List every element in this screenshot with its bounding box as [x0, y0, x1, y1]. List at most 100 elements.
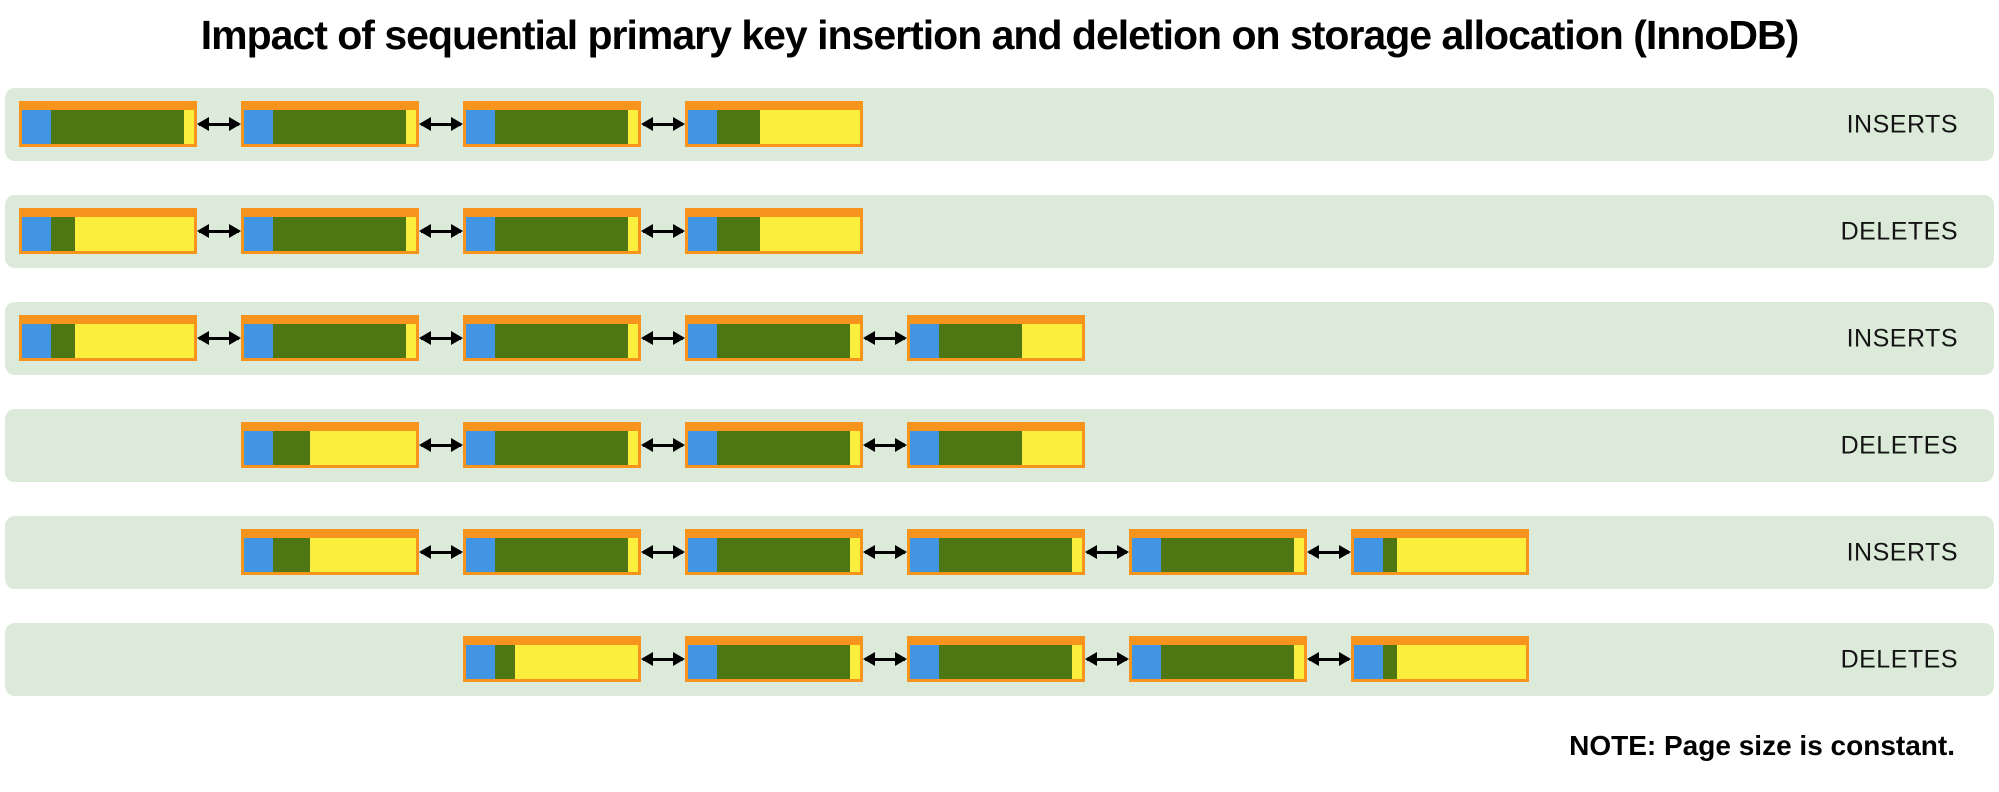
- innodb-page: [463, 101, 641, 147]
- used-space-block: [939, 324, 1022, 358]
- page-header-block: [22, 324, 51, 358]
- page-body: [1383, 645, 1526, 679]
- page-body: [939, 431, 1082, 465]
- page-header-block: [466, 324, 495, 358]
- diagram-rows: INSERTS DELETES INSERTS DELETES INSERTS DELET…: [0, 88, 1999, 696]
- innodb-page: [907, 422, 1085, 468]
- page-link-arrow: [641, 545, 685, 559]
- page-header-block: [688, 324, 717, 358]
- used-space-block: [495, 645, 516, 679]
- innodb-page: [907, 636, 1085, 682]
- free-space-block: [515, 645, 638, 679]
- page-link-arrow: [1085, 545, 1129, 559]
- free-space-block: [75, 324, 194, 358]
- used-space-block: [1383, 645, 1398, 679]
- page-link-arrow: [419, 438, 463, 452]
- free-space-block: [849, 645, 860, 679]
- free-space-block: [1021, 324, 1082, 358]
- page-body: [495, 538, 638, 572]
- page-link-arrow: [419, 545, 463, 559]
- free-space-block: [1293, 645, 1304, 679]
- page-link-arrow: [641, 331, 685, 345]
- free-space-block: [1021, 431, 1082, 465]
- page-link-arrow: [863, 438, 907, 452]
- used-space-block: [717, 538, 850, 572]
- page-header-block: [244, 538, 273, 572]
- page-header-block: [910, 431, 939, 465]
- footnote: NOTE: Page size is constant.: [1569, 730, 1955, 761]
- page-link-arrow: [863, 545, 907, 559]
- page-header-block: [466, 645, 495, 679]
- page-body: [1161, 645, 1304, 679]
- page-header-block: [244, 110, 273, 144]
- free-space-block: [405, 324, 416, 358]
- innodb-page: [685, 636, 863, 682]
- page-link-arrow: [1085, 652, 1129, 666]
- used-space-block: [939, 538, 1072, 572]
- page-header-block: [244, 324, 273, 358]
- free-space-block: [849, 538, 860, 572]
- page-body: [717, 538, 860, 572]
- page-body: [1383, 538, 1526, 572]
- free-space-block: [1071, 645, 1082, 679]
- page-link-arrow: [419, 331, 463, 345]
- free-space-block: [627, 431, 638, 465]
- used-space-block: [717, 431, 850, 465]
- free-space-block: [75, 217, 194, 251]
- page-link-arrow: [1307, 545, 1351, 559]
- page-body: [273, 431, 416, 465]
- page-body: [495, 324, 638, 358]
- free-space-block: [849, 431, 860, 465]
- used-space-block: [495, 110, 628, 144]
- used-space-block: [1161, 538, 1294, 572]
- page-header-block: [22, 110, 51, 144]
- page-body: [273, 324, 416, 358]
- free-space-block: [405, 110, 416, 144]
- page-header-block: [910, 645, 939, 679]
- innodb-page: [685, 208, 863, 254]
- free-space-block: [849, 324, 860, 358]
- page-link-arrow: [863, 331, 907, 345]
- page-header-block: [466, 217, 495, 251]
- innodb-page: [463, 529, 641, 575]
- used-space-block: [939, 645, 1072, 679]
- innodb-page: [1129, 636, 1307, 682]
- page-body: [717, 431, 860, 465]
- innodb-page: [463, 315, 641, 361]
- timeline-row: INSERTS: [5, 88, 1994, 161]
- page-body: [1161, 538, 1304, 572]
- page-header-block: [910, 324, 939, 358]
- free-space-block: [627, 217, 638, 251]
- timeline-row: DELETES: [5, 195, 1994, 268]
- page-body: [273, 538, 416, 572]
- diagram-title: Impact of sequential primary key inserti…: [200, 12, 1800, 58]
- page-body: [939, 538, 1082, 572]
- free-space-block: [759, 110, 860, 144]
- used-space-block: [495, 538, 628, 572]
- used-space-block: [495, 324, 628, 358]
- innodb-page: [907, 529, 1085, 575]
- free-space-block: [310, 538, 416, 572]
- innodb-page: [241, 422, 419, 468]
- innodb-page: [241, 315, 419, 361]
- used-space-block: [717, 110, 760, 144]
- free-space-block: [310, 431, 416, 465]
- page-header-block: [688, 217, 717, 251]
- page-body: [495, 110, 638, 144]
- page-header-block: [1354, 645, 1383, 679]
- innodb-page: [241, 208, 419, 254]
- timeline-row: DELETES: [5, 623, 1994, 696]
- page-body: [717, 110, 860, 144]
- page-body: [273, 217, 416, 251]
- used-space-block: [939, 431, 1022, 465]
- free-space-block: [1071, 538, 1082, 572]
- page-body: [51, 110, 194, 144]
- page-header-block: [466, 431, 495, 465]
- page-header-block: [1132, 645, 1161, 679]
- innodb-page: [463, 208, 641, 254]
- free-space-block: [405, 217, 416, 251]
- free-space-block: [1397, 538, 1526, 572]
- free-space-block: [1293, 538, 1304, 572]
- page-link-arrow: [641, 438, 685, 452]
- page-header-block: [466, 538, 495, 572]
